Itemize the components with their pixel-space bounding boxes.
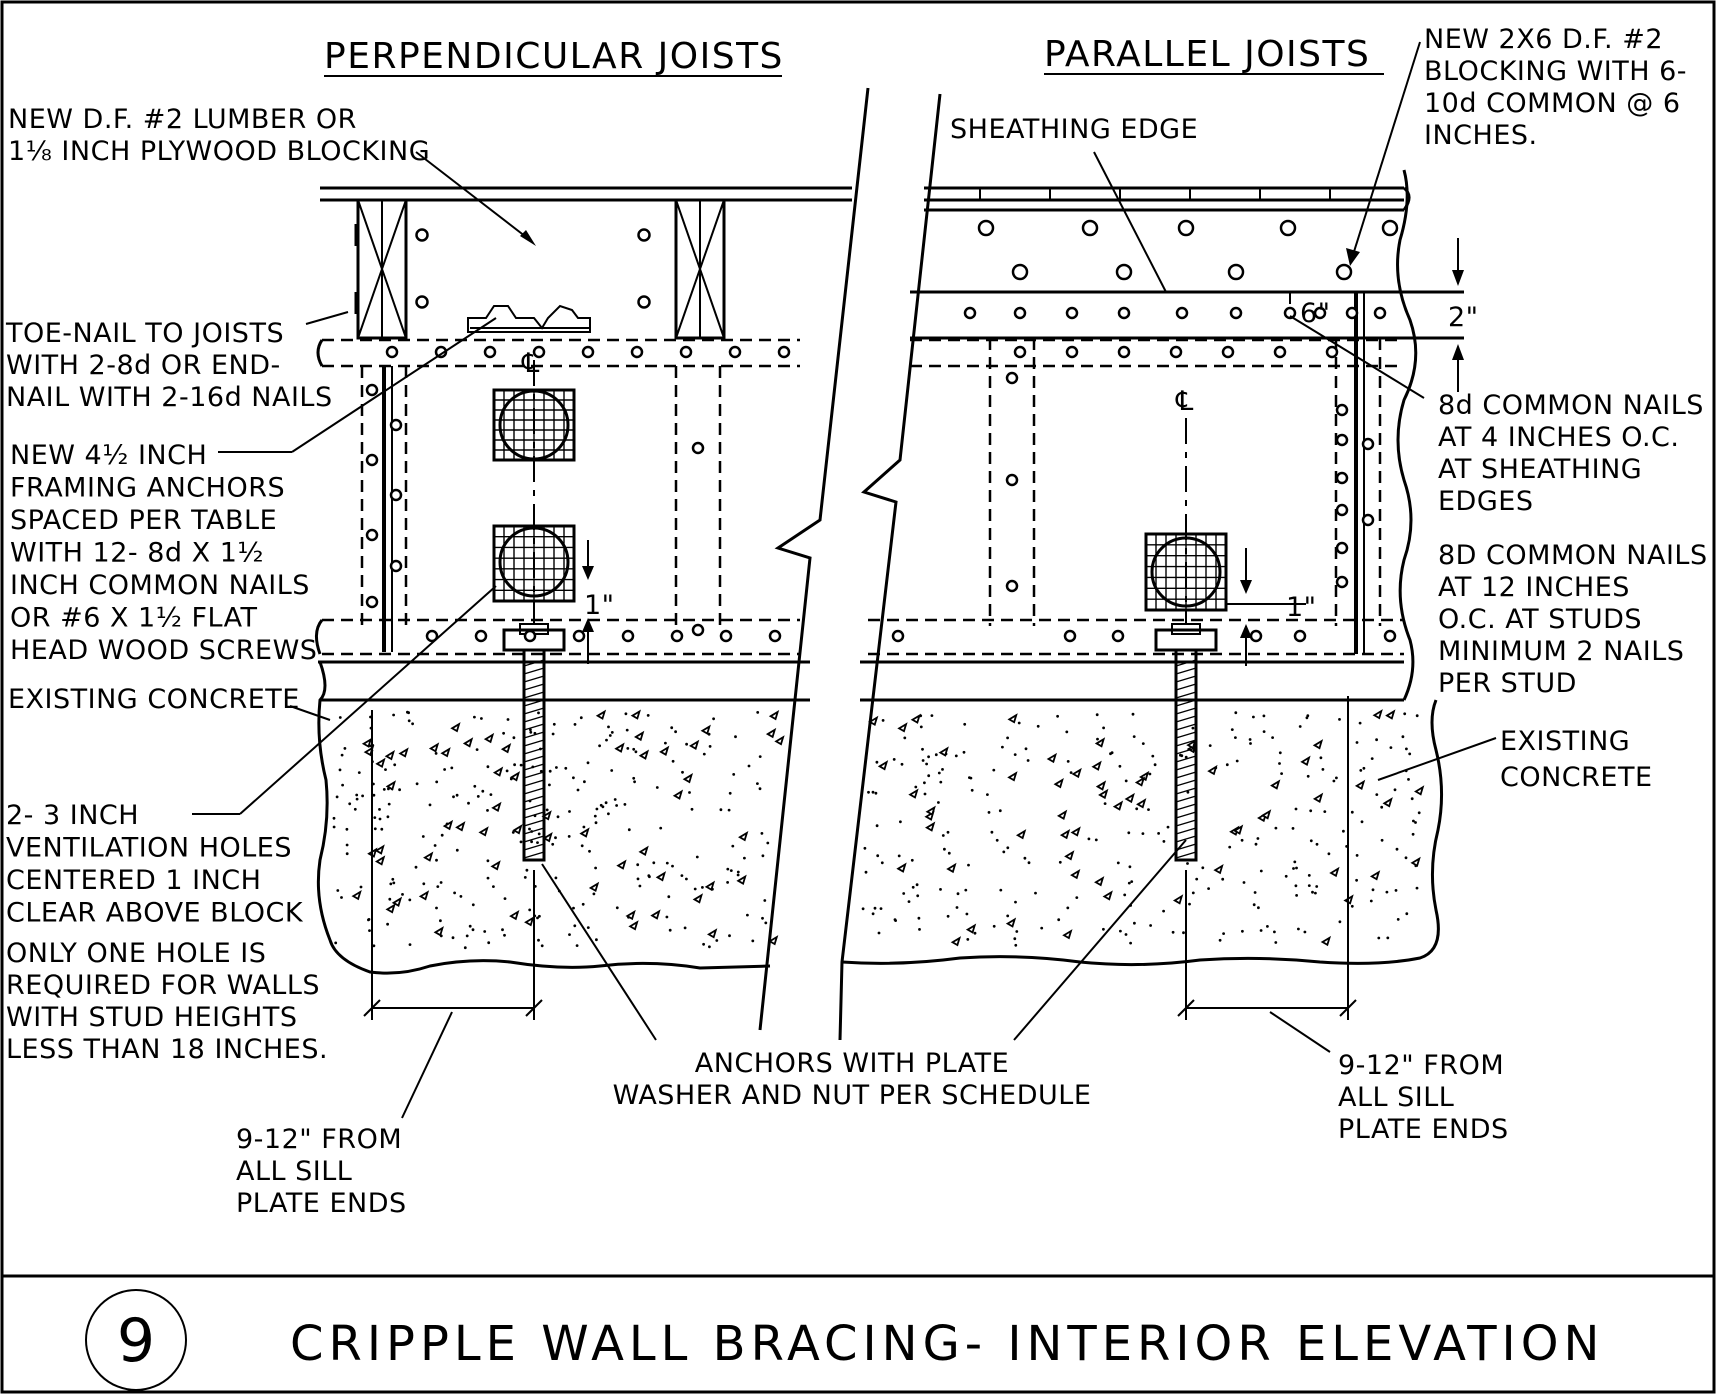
annotation-line: CLEAR ABOVE BLOCK <box>6 898 304 929</box>
annotation-line: FRAMING ANCHORS <box>10 473 285 504</box>
ventilation-hole-lower-left <box>492 524 576 603</box>
floor-framing-right <box>910 186 1464 368</box>
annotation-line: 9-12" FROM <box>236 1124 402 1155</box>
header-parallel-joists: PARALLEL JOISTS <box>1044 34 1370 75</box>
annotation-line: 2- 3 INCH <box>6 800 139 831</box>
annotation-line: HEAD WOOD SCREWS <box>10 635 317 666</box>
annotation-line: INCH COMMON NAILS <box>10 570 310 601</box>
annotation-line: PLATE ENDS <box>1338 1114 1509 1145</box>
annotation-line: WITH 12- 8d X 1½ <box>10 538 264 569</box>
annotation-line: BLOCKING WITH 6- <box>1424 56 1687 87</box>
annotation-line: 8D COMMON NAILS <box>1438 540 1708 571</box>
concrete-footing-left <box>316 661 810 975</box>
annotation-line: INCHES. <box>1424 120 1538 151</box>
annotation-line: NAIL WITH 2-16d NAILS <box>6 382 333 413</box>
annotation-line: O.C. AT STUDS <box>1438 604 1642 635</box>
note-existing-concrete-left: EXISTING CONCRETE <box>8 684 300 715</box>
centerline-mark-right: ℄ <box>1175 386 1194 417</box>
annotation-line: OR #6 X 1½ FLAT <box>10 603 258 634</box>
annotation-line: LESS THAN 18 INCHES. <box>6 1034 328 1065</box>
annotation-line: CENTERED 1 INCH <box>6 865 261 896</box>
concrete-footing-right <box>841 698 1444 967</box>
header-perpendicular-joists: PERPENDICULAR JOISTS <box>324 36 784 77</box>
annotation-line: NEW D.F. #2 LUMBER OR <box>8 104 357 135</box>
annotation-line: PER STUD <box>1438 668 1577 699</box>
annotation-line: ANCHORS WITH PLATE <box>695 1048 1009 1079</box>
annotation-line: CONCRETE <box>1500 762 1653 793</box>
annotation-line: 9-12" FROM <box>1338 1050 1504 1081</box>
anchor-bolt-left <box>522 648 546 862</box>
annotation-line: NEW 2X6 D.F. #2 <box>1424 24 1663 55</box>
annotation-line: WASHER AND NUT PER SCHEDULE <box>613 1080 1092 1111</box>
concrete-aggregate-pattern <box>332 709 1425 950</box>
annotation-line: NEW 4½ INCH <box>10 440 207 471</box>
annotation-line: EDGES <box>1438 486 1533 517</box>
annotation-line: WITH 2-8d OR END- <box>6 350 281 381</box>
cripple-wall-right <box>860 169 1418 862</box>
leader-lines <box>192 41 1497 1119</box>
annotation-line: ALL SILL <box>1338 1082 1454 1113</box>
detail-number-bubble <box>85 1289 187 1391</box>
annotation-line: 10d COMMON @ 6 <box>1424 88 1681 119</box>
floor-framing-left <box>316 186 852 368</box>
annotation-line: TOE-NAIL TO JOISTS <box>5 318 284 349</box>
annotation-line: PLATE ENDS <box>236 1188 407 1219</box>
dim-6-inch-label: 6" <box>1300 298 1331 329</box>
note-existing-concrete-right: EXISTING CONCRETE <box>1500 726 1653 793</box>
dimension-2-inch <box>1452 238 1464 392</box>
centerline-mark-left: ℄ <box>521 348 540 379</box>
annotation-line: MINIMUM 2 NAILS <box>1438 636 1684 667</box>
sill-end-dimension-right <box>1177 696 1357 1020</box>
annotation-line: 1⅛ INCH PLYWOOD BLOCKING <box>8 136 430 167</box>
ventilation-hole-upper-left <box>492 388 576 462</box>
annotation-line: EXISTING <box>1500 726 1630 757</box>
annotation-line: SPACED PER TABLE <box>10 505 277 536</box>
anchor-bolt-right <box>1174 648 1198 862</box>
dim-2-inch-label: 2" <box>1448 302 1479 333</box>
annotation-line: AT SHEATHING <box>1438 454 1642 485</box>
annotation-line: WITH STUD HEIGHTS <box>6 1002 298 1033</box>
detail-number: 9 <box>117 1306 155 1376</box>
title-block: 9 CRIPPLE WALL BRACING- INTERIOR ELEVATI… <box>85 1289 1604 1391</box>
sill-end-dimension-left <box>363 710 543 1020</box>
break-line <box>758 87 942 1041</box>
cripple-wall-left <box>315 360 810 862</box>
annotation-line: REQUIRED FOR WALLS <box>6 970 320 1001</box>
ventilation-hole-right <box>1144 532 1228 612</box>
dim-1-inch-label-left: 1" <box>584 590 615 621</box>
annotation-line: AT 4 INCHES O.C. <box>1438 422 1679 453</box>
view-headers: PERPENDICULAR JOISTS PARALLEL JOISTS <box>324 34 1384 77</box>
annotation-line: VENTILATION HOLES <box>6 833 292 864</box>
annotation-line: ALL SILL <box>236 1156 352 1187</box>
note-sheathing-edge: SHEATHING EDGE <box>950 114 1198 145</box>
nail-pattern <box>365 219 1399 643</box>
annotation-line: 8d COMMON NAILS <box>1438 390 1704 421</box>
annotation-line: ONLY ONE HOLE IS <box>6 938 266 969</box>
annotation-line: AT 12 INCHES <box>1438 572 1630 603</box>
detail-title: CRIPPLE WALL BRACING- INTERIOR ELEVATION <box>290 1316 1604 1372</box>
dim-1-inch-label-right: 1" <box>1286 592 1317 623</box>
